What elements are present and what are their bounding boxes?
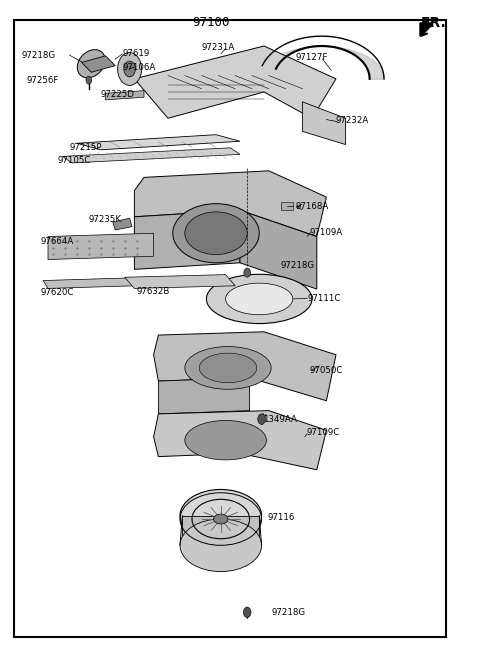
Polygon shape [82,56,115,72]
Circle shape [124,61,135,77]
Polygon shape [281,202,293,210]
Text: 97215P: 97215P [70,143,102,152]
Polygon shape [134,210,240,269]
Text: 97620C: 97620C [41,288,74,297]
Text: 97106A: 97106A [123,62,156,72]
Circle shape [258,414,265,424]
Text: 97105C: 97105C [58,156,91,165]
Polygon shape [77,135,240,150]
Text: 97231A: 97231A [202,43,235,53]
Ellipse shape [226,283,293,315]
Polygon shape [48,233,154,260]
Text: 97218G: 97218G [271,608,305,617]
Polygon shape [113,218,132,230]
Text: 97232A: 97232A [336,116,369,125]
Polygon shape [240,210,317,289]
Ellipse shape [206,275,312,323]
Ellipse shape [185,347,271,389]
Text: FR.: FR. [420,16,446,30]
Polygon shape [154,411,326,470]
Text: 97127F: 97127F [295,53,327,62]
Text: 1349AA: 1349AA [263,415,297,424]
Ellipse shape [214,514,228,524]
Polygon shape [134,46,336,118]
Ellipse shape [173,204,259,263]
Text: 97050C: 97050C [310,366,343,375]
Polygon shape [420,23,432,36]
Text: 97116: 97116 [268,513,295,522]
Text: 97100: 97100 [192,16,230,30]
Circle shape [243,607,251,618]
Circle shape [86,76,92,84]
Polygon shape [106,91,144,100]
Polygon shape [154,332,336,401]
Ellipse shape [185,420,266,460]
Text: 97225D: 97225D [101,90,135,99]
Text: 97256F: 97256F [26,76,59,85]
Ellipse shape [180,519,262,572]
Circle shape [118,53,142,85]
Polygon shape [302,102,346,145]
Ellipse shape [199,353,257,382]
Text: 97235K: 97235K [89,215,122,224]
Text: 97218G: 97218G [281,261,315,270]
Ellipse shape [185,212,247,255]
Text: 97218G: 97218G [22,51,56,60]
Text: 97632B: 97632B [137,287,170,296]
Ellipse shape [180,489,262,542]
Text: 97111C: 97111C [307,294,341,303]
Ellipse shape [77,50,105,78]
Polygon shape [182,516,259,539]
Circle shape [244,268,251,277]
Polygon shape [43,278,134,288]
Text: 97109A: 97109A [310,228,343,237]
Text: 97664A: 97664A [41,237,74,246]
Polygon shape [134,171,326,237]
Polygon shape [158,378,250,414]
Text: 97168A: 97168A [295,202,328,211]
Text: 97619: 97619 [122,49,150,58]
Text: 97109C: 97109C [306,428,339,438]
Polygon shape [125,275,235,288]
Polygon shape [62,148,240,163]
